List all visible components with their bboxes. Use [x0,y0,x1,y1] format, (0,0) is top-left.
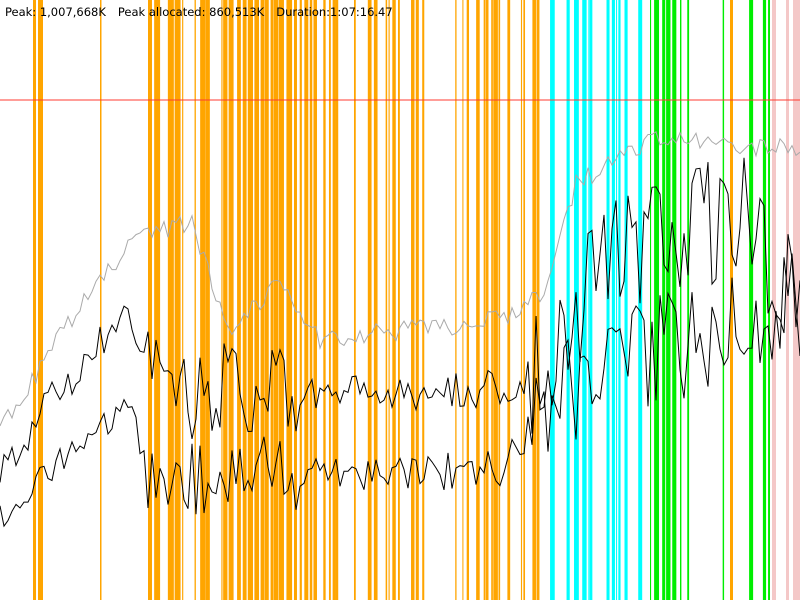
event-band [260,0,265,600]
event-band [194,0,196,600]
event-band [566,0,570,600]
event-band [174,0,181,600]
event-band [38,0,43,600]
event-band [299,0,302,600]
event-band [485,0,489,600]
event-band [373,0,378,600]
event-band [654,0,660,600]
event-band [247,0,253,600]
event-band [618,0,621,600]
event-band [722,0,725,600]
event-band [228,0,234,600]
event-band [221,0,223,600]
event-band [353,0,356,600]
status-header: Peak: 1,007,668K Peak allocated: 860,513K… [5,5,405,19]
event-band [730,0,733,600]
event-band [666,0,671,600]
event-band [304,0,305,600]
event-band [397,0,400,600]
event-band [772,0,776,600]
event-band [520,0,523,600]
peak-text: Peak: 1,007,668K [5,5,106,19]
event-bands [33,0,800,600]
event-band [309,0,313,600]
event-band [624,0,628,600]
event-band [466,0,470,600]
event-band [793,0,800,600]
event-band [650,0,652,600]
event-band [588,0,590,600]
event-band [388,0,390,600]
peak-allocated-text: Peak allocated: 860,513K [117,5,265,19]
event-band [662,0,666,600]
event-band [392,0,396,600]
event-band [242,0,247,600]
event-band [33,0,36,600]
event-band [616,0,618,600]
event-band [611,0,615,600]
event-band [523,0,526,600]
event-band [254,0,259,600]
event-band [680,0,682,600]
event-band [305,0,309,600]
event-band [367,0,372,600]
event-band [278,0,284,600]
event-band [167,0,174,600]
event-band [323,0,326,600]
event-band [498,0,501,600]
event-band [455,0,457,600]
event-band [264,0,269,600]
event-band [270,0,274,600]
event-band [550,0,555,600]
allocated-line [0,253,800,528]
event-band [672,0,677,600]
event-band [100,0,102,600]
event-band [462,0,464,600]
event-band [286,0,293,600]
event-band [273,0,279,600]
event-band [148,0,152,600]
event-band [507,0,511,600]
event-band [223,0,228,600]
event-band [483,0,486,600]
event-band [589,0,593,600]
event-band [335,0,339,600]
event-band [182,0,184,600]
event-band [385,0,388,600]
event-band [492,0,494,600]
event-band [422,0,425,600]
event-band [493,0,498,600]
usage-line [0,157,800,483]
event-band [328,0,331,600]
event-band [687,0,690,600]
event-band [200,0,206,600]
event-band [768,0,770,600]
event-band [237,0,241,600]
peak-usage-line [0,131,800,427]
event-band [491,0,493,600]
event-band [762,0,767,600]
event-band [476,0,480,600]
event-band [415,0,419,600]
event-band [332,0,336,600]
event-band [749,0,754,600]
event-band [154,0,161,600]
event-band [294,0,297,600]
event-band [532,0,536,600]
event-band [786,0,789,600]
event-band [411,0,415,600]
event-band [606,0,610,600]
event-band [205,0,210,600]
event-band [536,0,540,600]
event-band [313,0,317,600]
duration-text: Duration:1:07:16.47 [276,5,393,19]
